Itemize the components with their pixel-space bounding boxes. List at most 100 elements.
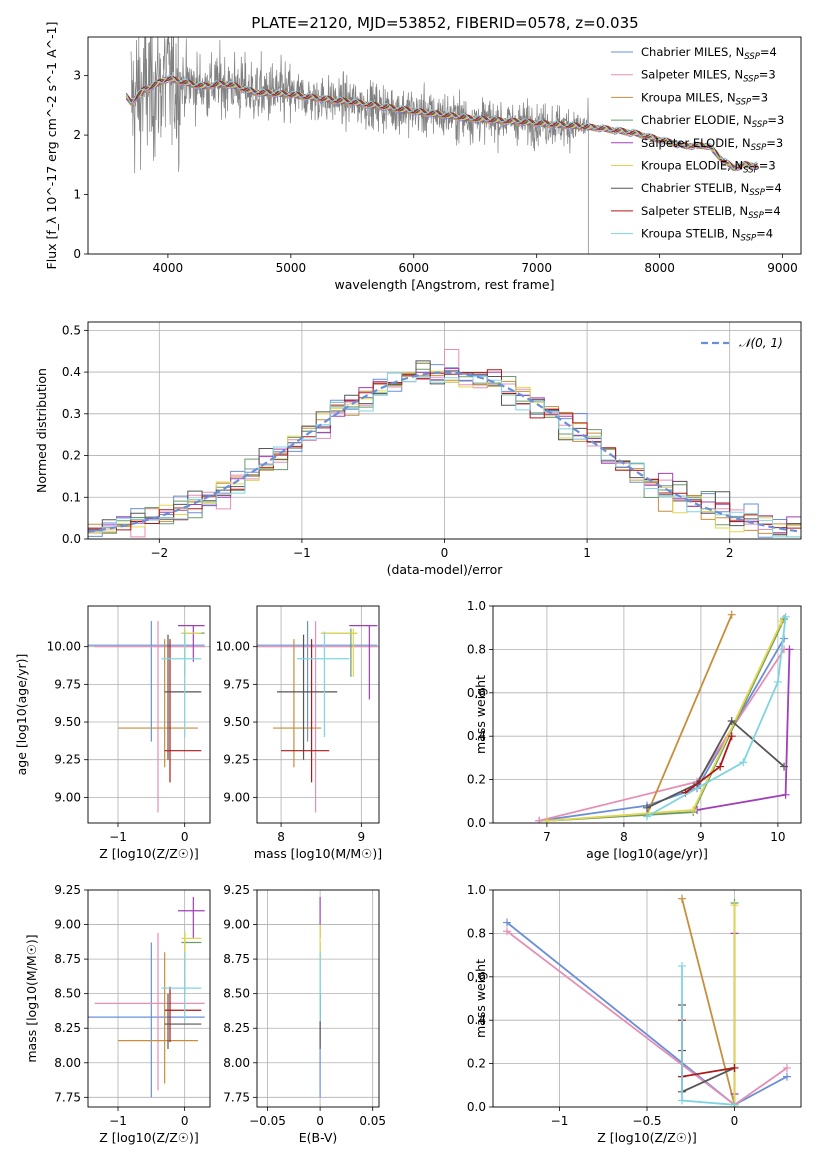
- y-tick-label: 0: [73, 247, 81, 261]
- y-tick-label: 0.8: [467, 642, 486, 656]
- plus-marker: [503, 918, 511, 927]
- y-tick-label: 9.00: [54, 918, 81, 932]
- figure-title: PLATE=2120, MJD=53852, FIBERID=0578, z=0…: [251, 14, 638, 32]
- mass_vs_Z-ylabel: mass [log10(M/M☉)]: [24, 934, 39, 1062]
- y-tick-label: 9.25: [223, 753, 250, 767]
- x-tick-label: 9: [358, 830, 366, 844]
- y-tick-label: 0.1: [62, 490, 81, 504]
- plus-marker: [716, 762, 725, 771]
- x-tick-label: 8: [620, 830, 628, 844]
- x-tick-label: 8000: [644, 261, 675, 275]
- mass_weight_vs_age-plot-area: [535, 610, 794, 823]
- mass_weight_vs_Z-plot-area: [503, 894, 791, 1107]
- y-tick-label: 8.00: [223, 1056, 250, 1070]
- x-tick-label: −1: [551, 1114, 569, 1128]
- mass-weight-line: [681, 898, 736, 1106]
- x-tick-label: −1: [109, 830, 127, 844]
- legend-label: Kroupa MILES, NSSP=3: [641, 90, 768, 107]
- mass_vs_Z-plot-area: [88, 896, 205, 1098]
- y-tick-label: 9.00: [223, 790, 250, 804]
- mass-weight-line: [681, 1005, 735, 1094]
- y-tick-label: 9.00: [54, 790, 81, 804]
- legend-label: Chabrier STELIB, NSSP=4: [641, 181, 782, 198]
- plus-marker: [689, 805, 698, 814]
- x-tick-label: 9: [697, 830, 705, 844]
- y-tick-label: 1: [73, 188, 81, 202]
- y-tick-label: 8.75: [54, 952, 81, 966]
- y-tick-label: 0.8: [467, 926, 486, 940]
- mass_weight_vs_age-panel: 7 8 9 10 0.0 0.2 0.4 0.6 0.8 1.0 age [log10(age/yr…: [467, 599, 802, 861]
- plus-marker: [730, 1100, 739, 1107]
- plus-marker: [781, 790, 790, 799]
- mass-weight-line: [646, 719, 785, 809]
- plus-marker: [730, 1063, 739, 1072]
- x-tick-label: 8: [277, 830, 285, 844]
- mass_vs_Z-frame: [87, 889, 211, 1108]
- x-tick-label: 9000: [767, 261, 798, 275]
- x-tick-label: −1: [293, 546, 311, 560]
- y-tick-label: 7.75: [54, 1090, 81, 1104]
- plus-marker: [643, 803, 651, 812]
- plus-marker: [727, 610, 736, 619]
- plus-marker: [727, 717, 736, 726]
- mass_vs_Z-panel: −1 0 7.75 8.00 8.25 8.50 8.75 9.00 9.25 Z [log10(…: [24, 883, 211, 1145]
- x-tick-label: −2: [150, 546, 168, 560]
- mass-weight-line: [539, 638, 785, 822]
- residuals-frame: [87, 321, 802, 540]
- residuals-panel: −2 −1 0 1 2 0.0 0.1 0.2 0.3 0.4 0.5 (data-model)/er…: [34, 321, 802, 577]
- y-tick-label: 0.2: [62, 449, 81, 463]
- age_vs_mass-xlabel: mass [log10(M/M☉)]: [254, 846, 382, 861]
- x-tick-label: 5000: [276, 261, 307, 275]
- y-tick-label: 0.6: [467, 970, 486, 984]
- mass_weight_vs_age-ylabel: mass weight: [473, 675, 488, 754]
- mass_weight_vs_age-frame: [492, 605, 802, 824]
- x-tick-label: −1: [109, 1114, 127, 1128]
- mass-weight-line: [646, 614, 733, 815]
- plus-marker: [739, 758, 748, 767]
- age_vs_mass-frame: [256, 605, 380, 824]
- spectrum-xlabel: wavelength [Angstrom, rest frame]: [334, 277, 554, 292]
- legend-label: Chabrier ELODIE, NSSP=3: [641, 113, 784, 130]
- plus-marker: [542, 816, 551, 823]
- plus-marker: [780, 762, 789, 771]
- y-tick-label: 9.75: [223, 677, 250, 691]
- y-tick-label: 9.75: [54, 677, 81, 691]
- legend-label: Kroupa STELIB, NSSP=4: [641, 227, 773, 244]
- y-tick-label: 8.50: [223, 987, 250, 1001]
- plus-marker: [503, 927, 511, 936]
- y-tick-label: 1.0: [467, 883, 486, 897]
- y-tick-label: 10.00: [216, 640, 250, 654]
- plus-marker: [785, 645, 794, 654]
- x-tick-label: 2: [726, 546, 734, 560]
- mass_vs_ebv-xlabel: E(B-V): [299, 1130, 338, 1145]
- age_vs_mass-panel: 8 9 9.00 9.25 9.50 9.75 10.00 mass [log10(M/M☉)…: [216, 605, 382, 861]
- age_vs_Z-frame: [87, 605, 211, 824]
- age_vs_Z-plot-area: [88, 621, 205, 813]
- age_vs_Z-ylabel: age [log10(age/yr)]: [14, 654, 29, 776]
- y-tick-label: 10.00: [47, 640, 81, 654]
- y-tick-label: 9.50: [223, 715, 250, 729]
- residuals-ylabel: Normed distribution: [34, 368, 49, 493]
- y-tick-label: 0.0: [62, 532, 81, 546]
- y-tick-label: 0.5: [62, 323, 81, 337]
- y-tick-label: 0.2: [467, 773, 486, 787]
- y-tick-label: 0.4: [467, 729, 486, 743]
- x-tick-label: −0.5: [632, 1114, 661, 1128]
- y-tick-label: 0.0: [467, 1100, 486, 1114]
- plus-marker: [678, 894, 686, 903]
- plus-marker: [535, 816, 544, 823]
- mass_weight_vs_Z-frame: [492, 889, 802, 1108]
- x-tick-label: −0.05: [249, 1114, 286, 1128]
- plus-marker: [678, 961, 686, 970]
- y-tick-label: 9.25: [54, 883, 81, 897]
- y-tick-label: 9.25: [223, 883, 250, 897]
- age_vs_Z-xlabel: Z [log10(Z/Z☉)]: [99, 846, 199, 861]
- y-tick-label: 9.00: [223, 918, 250, 932]
- plus-marker: [783, 1072, 791, 1081]
- y-tick-label: 8.25: [223, 1021, 250, 1035]
- observed-spectrum: [130, 37, 589, 254]
- y-tick-label: 8.75: [223, 952, 250, 966]
- legend-label: Salpeter STELIB, NSSP=4: [641, 204, 781, 221]
- x-tick-label: 0: [181, 830, 189, 844]
